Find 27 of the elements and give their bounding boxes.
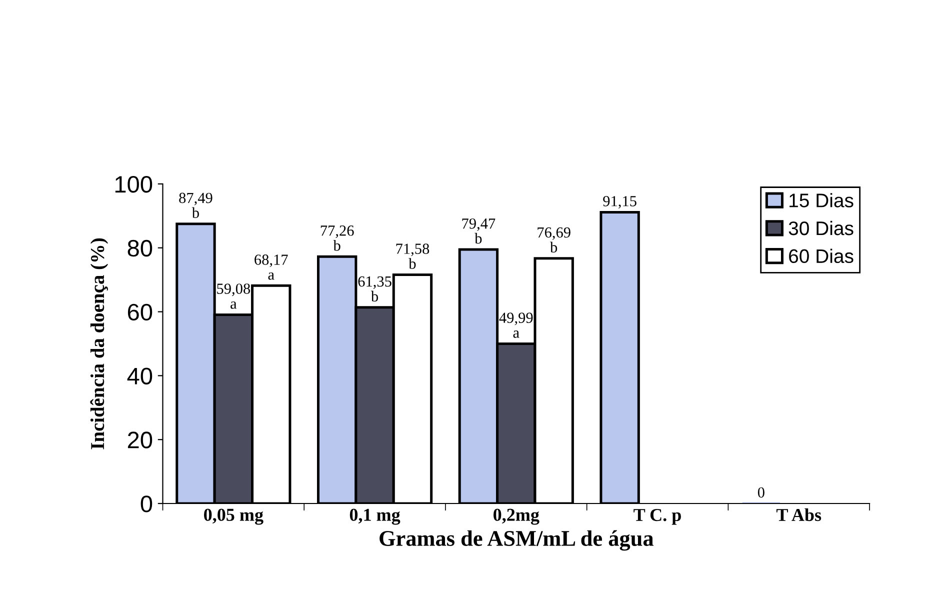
data-label: 91,15: [603, 196, 636, 209]
x-tick-label: 0,1 mg: [350, 508, 400, 525]
legend-label: 30 Dias: [788, 220, 854, 236]
data-label: 71,58 b: [396, 244, 430, 269]
y-tick-label: 100: [115, 176, 152, 193]
legend-label: 15 Dias: [790, 193, 854, 208]
data-label: 0: [758, 487, 764, 498]
y-tick-label: 0: [140, 496, 152, 512]
y-tick-label: 20: [128, 432, 152, 448]
x-axis-title: Gramas de ASM/mL de água: [380, 530, 654, 551]
y-tick-label: 80: [128, 240, 152, 257]
data-label: 49,99 a: [499, 312, 533, 338]
x-tick-label: 0,05 mg: [204, 508, 264, 525]
y-tick-label: 60: [128, 304, 152, 321]
data-label: 79,47 b: [462, 218, 496, 244]
y-tick-label: 40: [127, 368, 152, 384]
data-label: 59,08 a: [217, 284, 250, 309]
y-axis-title: Incidência da doença (%): [90, 238, 108, 450]
data-label: 76,69 b: [538, 227, 570, 253]
legend-label: 60 Dias: [789, 248, 854, 264]
data-label: 87,49 b: [179, 192, 212, 218]
x-tick-label: 0,2mg: [494, 508, 540, 525]
x-tick-label: T C. p: [634, 508, 681, 525]
data-label: 61,35 b: [358, 276, 392, 302]
data-label: 77,26 b: [320, 226, 354, 251]
x-tick-label: T Abs: [776, 508, 822, 522]
data-label: 68,17 a: [254, 254, 288, 280]
